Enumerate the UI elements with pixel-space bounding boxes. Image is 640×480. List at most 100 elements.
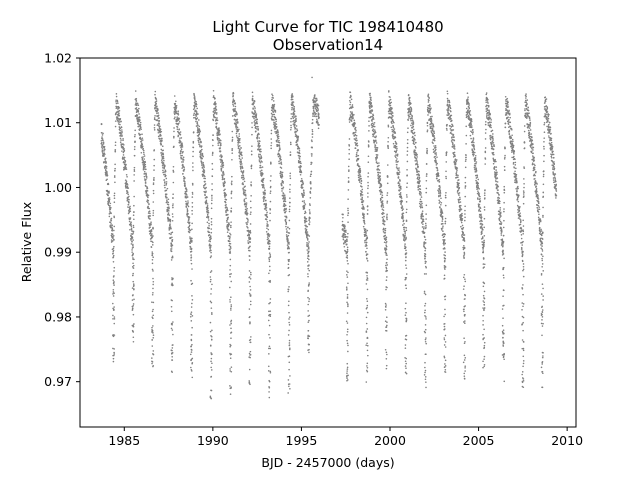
flux-point: [462, 226, 465, 229]
flux-point: [433, 132, 436, 135]
flux-point: [131, 230, 134, 233]
flux-point: [420, 200, 423, 203]
flux-point: [140, 140, 143, 142]
flux-point: [475, 179, 477, 182]
flux-point: [111, 229, 114, 232]
flux-point: [501, 243, 503, 246]
flux-point: [228, 244, 231, 247]
flux-point: [406, 168, 408, 171]
flux-point: [383, 228, 385, 231]
flux-point: [133, 135, 136, 138]
flux-point: [173, 127, 175, 129]
flux-point: [142, 147, 144, 150]
flux-point: [411, 117, 413, 119]
flux-point: [254, 115, 256, 118]
flux-point: [198, 119, 200, 121]
flux-point: [458, 194, 460, 196]
flux-point: [490, 144, 493, 146]
flux-point: [264, 196, 266, 199]
flux-point: [288, 227, 291, 230]
flux-point: [367, 175, 369, 178]
flux-point: [375, 154, 378, 156]
flux-point: [290, 126, 292, 129]
flux-point: [258, 142, 261, 145]
flux-point: [497, 213, 500, 215]
flux-point: [391, 122, 393, 125]
flux-point: [241, 157, 244, 159]
flux-point: [441, 218, 444, 220]
flux-point: [158, 123, 161, 125]
flux-point: [229, 249, 231, 251]
flux-point: [153, 164, 155, 167]
flux-point: [222, 166, 224, 168]
flux-point: [131, 251, 133, 253]
flux-point: [165, 182, 168, 185]
flux-point: [116, 116, 119, 118]
flux-point: [289, 188, 291, 191]
flux-point: [345, 235, 347, 238]
flux-point: [478, 208, 481, 211]
flux-point: [207, 216, 210, 218]
flux-point: [456, 181, 459, 184]
flux-point: [379, 189, 382, 191]
flux-point: [120, 126, 123, 129]
flux-point: [131, 241, 133, 243]
flux-point: [415, 152, 418, 154]
flux-point: [493, 144, 495, 146]
flux-point: [428, 97, 430, 99]
flux-point: [400, 197, 403, 199]
flux-point: [176, 116, 178, 118]
flux-point: [348, 121, 351, 123]
flux-point: [412, 128, 415, 131]
flux-point: [212, 139, 214, 142]
flux-point: [173, 95, 176, 97]
flux-point: [305, 220, 308, 223]
flux-point: [353, 125, 355, 128]
flux-point: [268, 245, 271, 248]
flux-point: [237, 138, 240, 140]
flux-point: [134, 141, 136, 143]
flux-point: [229, 247, 232, 249]
flux-point: [312, 107, 315, 110]
flux-point: [489, 117, 492, 120]
flux-point: [119, 123, 121, 126]
flux-point: [105, 170, 108, 173]
flux-point: [174, 109, 177, 112]
flux-point: [291, 93, 294, 95]
flux-point: [292, 116, 294, 118]
flux-point: [296, 129, 299, 132]
flux-point: [298, 147, 301, 150]
flux-point: [251, 95, 254, 97]
flux-point: [437, 174, 440, 177]
flux-point: [360, 177, 362, 180]
flux-point: [349, 91, 352, 94]
flux-point: [457, 189, 460, 191]
flux-point: [309, 197, 312, 199]
flux-point: [485, 104, 488, 107]
flux-point: [215, 113, 218, 115]
flux-point: [133, 170, 136, 172]
flux-point: [126, 185, 129, 188]
flux-point: [223, 184, 226, 187]
flux-point: [406, 160, 409, 163]
flux-point: [387, 124, 390, 127]
flux-point: [347, 209, 349, 212]
flux-point: [121, 150, 123, 152]
flux-point: [215, 126, 218, 129]
flux-point: [503, 158, 506, 160]
flux-point: [228, 238, 231, 240]
flux-point: [433, 137, 436, 140]
flux-point: [200, 145, 203, 148]
flux-point: [288, 205, 291, 208]
flux-point: [197, 113, 199, 115]
flux-point: [402, 208, 404, 210]
flux-point: [385, 248, 388, 251]
flux-point: [402, 224, 404, 226]
flux-point: [408, 108, 411, 111]
flux-point: [392, 120, 395, 123]
flux-point: [107, 201, 109, 203]
flux-point: [114, 120, 117, 122]
flux-point: [191, 206, 194, 208]
flux-point: [151, 244, 154, 246]
flux-point: [231, 158, 233, 161]
